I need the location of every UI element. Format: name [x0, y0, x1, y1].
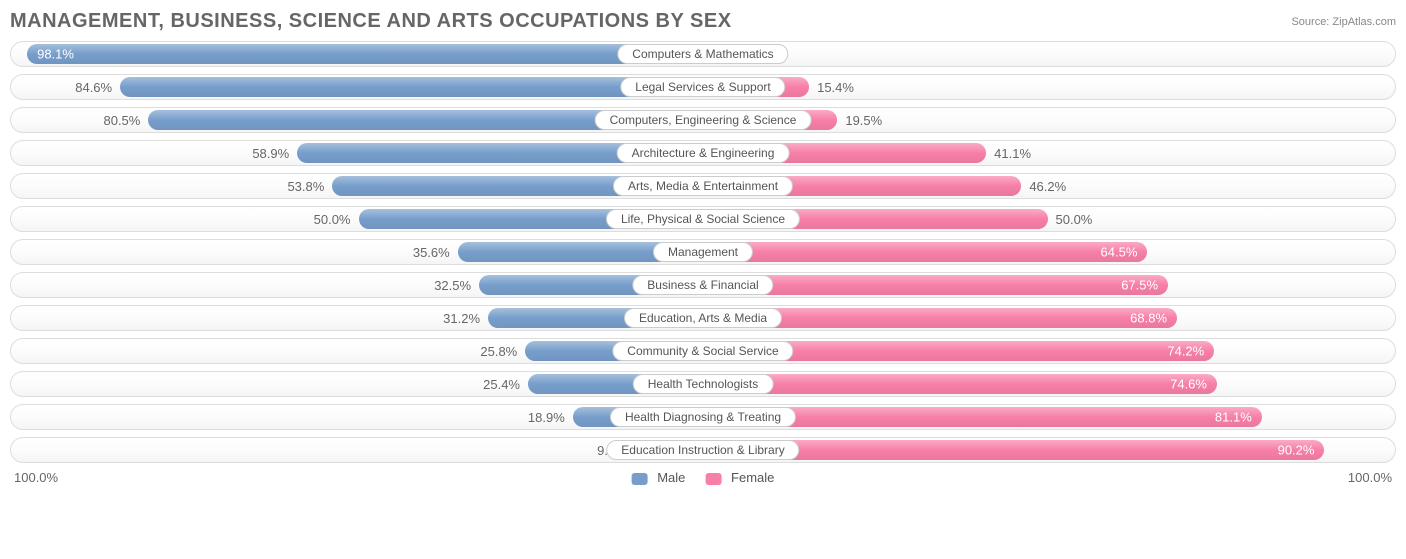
category-label: Community & Social Service — [612, 341, 793, 361]
legend-male-label: Male — [657, 470, 685, 485]
chart-legend: Male Female — [632, 470, 775, 485]
female-half: 68.8% — [703, 308, 1392, 328]
male-half: 58.9% — [14, 143, 703, 163]
female-half: 67.5% — [703, 275, 1392, 295]
female-value-label: 41.1% — [994, 146, 1031, 161]
category-label: Architecture & Engineering — [617, 143, 790, 163]
chart-row: 25.4% 74.6% Health Technologists — [10, 371, 1396, 397]
chart-row: 53.8% 46.2% Arts, Media & Entertainment — [10, 173, 1396, 199]
male-value-label: 53.8% — [287, 179, 324, 194]
female-value-label: 64.5% — [1101, 245, 1138, 260]
female-half: 50.0% — [703, 209, 1392, 229]
male-value-label: 25.8% — [480, 344, 517, 359]
chart-row: 98.1% 2.0%Computers & Mathematics — [10, 41, 1396, 67]
chart-row: 35.6% 64.5% Management — [10, 239, 1396, 265]
male-half: 50.0% — [14, 209, 703, 229]
occupations-by-sex-chart: MANAGEMENT, BUSINESS, SCIENCE AND ARTS O… — [10, 10, 1396, 485]
axis-right-label: 100.0% — [1348, 470, 1392, 485]
female-half: 46.2% — [703, 176, 1392, 196]
female-value-label: 50.0% — [1056, 212, 1093, 227]
female-half: 41.1% — [703, 143, 1392, 163]
male-bar — [120, 77, 703, 97]
male-value-label: 25.4% — [483, 377, 520, 392]
female-half: 64.5% — [703, 242, 1392, 262]
male-value-label: 50.0% — [314, 212, 351, 227]
male-value-label: 32.5% — [434, 278, 471, 293]
chart-title: MANAGEMENT, BUSINESS, SCIENCE AND ARTS O… — [10, 10, 1396, 33]
male-value-label: 31.2% — [443, 311, 480, 326]
chart-row: 84.6% 15.4% Legal Services & Support — [10, 74, 1396, 100]
category-label: Computers & Mathematics — [617, 44, 788, 64]
chart-source: Source: ZipAtlas.com — [1291, 16, 1396, 28]
male-half: 98.1% — [14, 44, 703, 64]
female-value-label: 67.5% — [1121, 278, 1158, 293]
female-value-label: 68.8% — [1130, 311, 1167, 326]
chart-row: 32.5% 67.5% Business & Financial — [10, 272, 1396, 298]
category-label: Management — [653, 242, 753, 262]
category-label: Education Instruction & Library — [606, 440, 799, 460]
category-label: Legal Services & Support — [620, 77, 785, 97]
male-half: 25.4% — [14, 374, 703, 394]
chart-row: 31.2% 68.8% Education, Arts & Media — [10, 305, 1396, 331]
category-label: Arts, Media & Entertainment — [613, 176, 793, 196]
legend-female-label: Female — [731, 470, 774, 485]
male-half: 53.8% — [14, 176, 703, 196]
male-bar: 98.1% — [27, 44, 703, 64]
chart-axis: 100.0% Male Female 100.0% — [10, 470, 1396, 485]
female-half: 15.4% — [703, 77, 1392, 97]
female-swatch — [705, 473, 721, 485]
female-half: 90.2% — [703, 440, 1392, 460]
male-half: 31.2% — [14, 308, 703, 328]
male-swatch — [632, 473, 648, 485]
male-value-label: 58.9% — [252, 146, 289, 161]
female-value-label: 46.2% — [1029, 179, 1066, 194]
female-half: 74.6% — [703, 374, 1392, 394]
female-bar: 74.6% — [703, 374, 1217, 394]
category-label: Health Technologists — [633, 374, 774, 394]
male-value-label: 18.9% — [528, 410, 565, 425]
chart-row: 50.0% 50.0% Life, Physical & Social Scienc… — [10, 206, 1396, 232]
legend-female: Female — [705, 470, 774, 485]
female-half: 2.0% — [703, 44, 1392, 64]
male-value-label: 35.6% — [413, 245, 450, 260]
chart-row: 58.9% 41.1% Architecture & Engineering — [10, 140, 1396, 166]
male-value-label: 84.6% — [75, 80, 112, 95]
chart-rows: 98.1% 2.0%Computers & Mathematics 84.6% 15.… — [10, 41, 1396, 463]
male-half: 35.6% — [14, 242, 703, 262]
female-value-label: 81.1% — [1215, 410, 1252, 425]
legend-male: Male — [632, 470, 686, 485]
female-half: 81.1% — [703, 407, 1392, 427]
chart-row: 80.5% 19.5% Computers, Engineering & Scien… — [10, 107, 1396, 133]
male-value-label: 98.1% — [37, 47, 74, 62]
female-value-label: 74.2% — [1167, 344, 1204, 359]
male-half: 18.9% — [14, 407, 703, 427]
chart-row: 9.9% 90.2% Education Instruction & Library — [10, 437, 1396, 463]
male-half: 25.8% — [14, 341, 703, 361]
category-label: Computers, Engineering & Science — [595, 110, 812, 130]
chart-row: 18.9% 81.1% Health Diagnosing & Treating — [10, 404, 1396, 430]
female-value-label: 90.2% — [1278, 443, 1315, 458]
category-label: Business & Financial — [632, 275, 773, 295]
category-label: Life, Physical & Social Science — [606, 209, 800, 229]
male-half: 84.6% — [14, 77, 703, 97]
female-half: 74.2% — [703, 341, 1392, 361]
category-label: Education, Arts & Media — [624, 308, 782, 328]
category-label: Health Diagnosing & Treating — [610, 407, 796, 427]
chart-row: 25.8% 74.2% Community & Social Service — [10, 338, 1396, 364]
male-half: 9.9% — [14, 440, 703, 460]
male-value-label: 80.5% — [103, 113, 140, 128]
male-half: 32.5% — [14, 275, 703, 295]
female-value-label: 19.5% — [845, 113, 882, 128]
female-bar: 64.5% — [703, 242, 1147, 262]
female-value-label: 74.6% — [1170, 377, 1207, 392]
female-value-label: 15.4% — [817, 80, 854, 95]
axis-left-label: 100.0% — [14, 470, 58, 485]
